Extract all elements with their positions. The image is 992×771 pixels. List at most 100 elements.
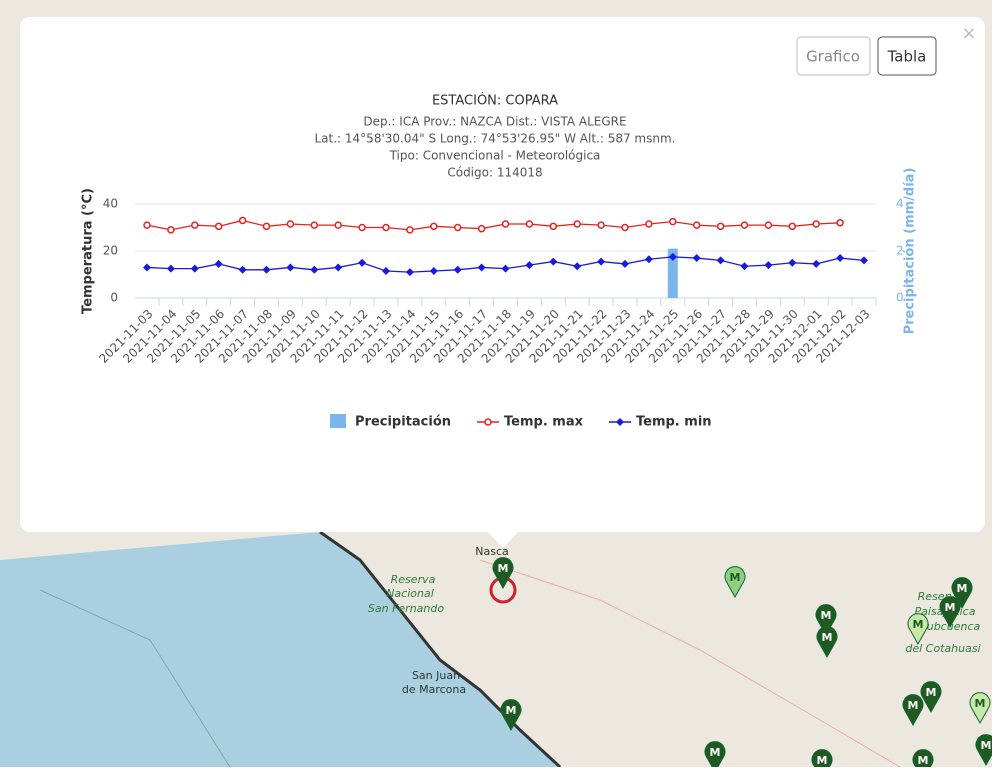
precipitation-bar xyxy=(667,248,678,298)
point xyxy=(286,263,295,272)
station-marker[interactable] xyxy=(975,734,992,767)
station-marker[interactable] xyxy=(912,749,934,771)
point xyxy=(453,223,462,232)
station-marker-label: M xyxy=(981,739,992,752)
point xyxy=(788,258,797,267)
tabla-button[interactable] xyxy=(877,36,937,76)
station-marker[interactable] xyxy=(939,596,961,629)
station-marker-label: M xyxy=(908,699,919,712)
point xyxy=(334,221,342,229)
tabla-label[interactable]: Tabla xyxy=(887,48,927,66)
point xyxy=(597,257,606,266)
point xyxy=(644,255,653,264)
station-marker-label: M xyxy=(918,754,929,767)
point xyxy=(334,263,343,272)
point xyxy=(167,226,175,234)
point xyxy=(430,222,438,231)
point xyxy=(166,264,175,273)
point xyxy=(836,219,844,227)
point xyxy=(143,221,151,229)
point xyxy=(238,216,247,225)
station-marker[interactable] xyxy=(724,566,746,599)
legend-label[interactable]: Temp. min xyxy=(636,415,712,430)
station-marker[interactable] xyxy=(951,577,973,610)
point xyxy=(692,254,701,263)
map-label: San Fernando xyxy=(368,602,444,615)
map-label: Reserva xyxy=(391,573,436,586)
point xyxy=(573,262,582,271)
point xyxy=(740,262,749,271)
point xyxy=(143,263,151,272)
point xyxy=(573,220,581,228)
station-marker[interactable] xyxy=(816,626,838,659)
point xyxy=(358,258,367,267)
station-marker-label: M xyxy=(975,697,986,710)
point xyxy=(501,264,510,273)
station-marker-label: M xyxy=(730,571,741,584)
point xyxy=(549,222,558,231)
chart-subtitle: Tipo: Convencional - Meteorológica xyxy=(389,149,601,163)
chart-title: ESTACIÓN: COPARA xyxy=(432,93,558,109)
boundary xyxy=(39,589,231,768)
station-marker[interactable] xyxy=(969,692,991,725)
point xyxy=(262,265,271,274)
point xyxy=(621,259,629,268)
point xyxy=(668,252,677,261)
point xyxy=(597,221,605,229)
point xyxy=(310,221,319,229)
chart-subtitle: Lat.: 14°58'30.04" S Long.: 74°53'26.95"… xyxy=(315,132,676,146)
coastline xyxy=(319,530,562,769)
popup-tip xyxy=(488,532,518,548)
point xyxy=(525,220,534,228)
station-marker-label: M xyxy=(506,704,517,717)
point xyxy=(238,265,247,274)
y-tick-label: 40 xyxy=(103,197,118,211)
station-marker-label: M xyxy=(926,686,937,699)
point xyxy=(860,256,868,265)
popup-box xyxy=(20,17,985,532)
point xyxy=(286,220,295,228)
point xyxy=(214,222,223,231)
grafico-button[interactable] xyxy=(796,36,871,76)
point xyxy=(836,254,845,263)
map-label: Nacional xyxy=(386,587,434,600)
station-marker[interactable] xyxy=(492,557,514,590)
station-marker[interactable] xyxy=(500,699,522,732)
road xyxy=(479,559,901,768)
sea xyxy=(0,532,560,767)
close-button[interactable]: × xyxy=(961,23,976,44)
map-label: San Juan xyxy=(412,669,460,682)
point xyxy=(549,257,558,266)
point xyxy=(621,223,629,232)
y2-tick-label: 2 xyxy=(896,244,904,258)
station-marker[interactable] xyxy=(907,613,929,646)
station-marker[interactable] xyxy=(811,749,833,771)
point xyxy=(716,256,725,265)
legend-marker xyxy=(484,418,492,426)
legend-label[interactable]: Precipitación xyxy=(355,415,451,430)
y-tick-label: 20 xyxy=(103,244,118,258)
station-marker[interactable] xyxy=(902,694,924,727)
point xyxy=(740,221,749,229)
point xyxy=(358,223,366,232)
point xyxy=(310,265,319,274)
point xyxy=(382,266,390,275)
station-marker[interactable] xyxy=(704,741,726,771)
point xyxy=(812,259,821,268)
station-marker[interactable] xyxy=(815,604,837,637)
y2-tick-label: 4 xyxy=(896,197,904,211)
grafico-label[interactable]: Grafico xyxy=(806,48,860,66)
point xyxy=(764,221,773,229)
legend-marker xyxy=(616,418,624,426)
point xyxy=(191,221,199,229)
chart-subtitle: Código: 114018 xyxy=(447,166,542,180)
y2-tick-label: 0 xyxy=(896,291,904,305)
station-marker-label: M xyxy=(957,582,968,595)
point xyxy=(382,223,390,232)
legend-label[interactable]: Temp. max xyxy=(504,415,584,430)
point xyxy=(716,222,725,231)
y-axis-label: Temperatura (°C) xyxy=(81,188,96,314)
point xyxy=(190,264,199,273)
station-marker[interactable] xyxy=(920,681,942,714)
